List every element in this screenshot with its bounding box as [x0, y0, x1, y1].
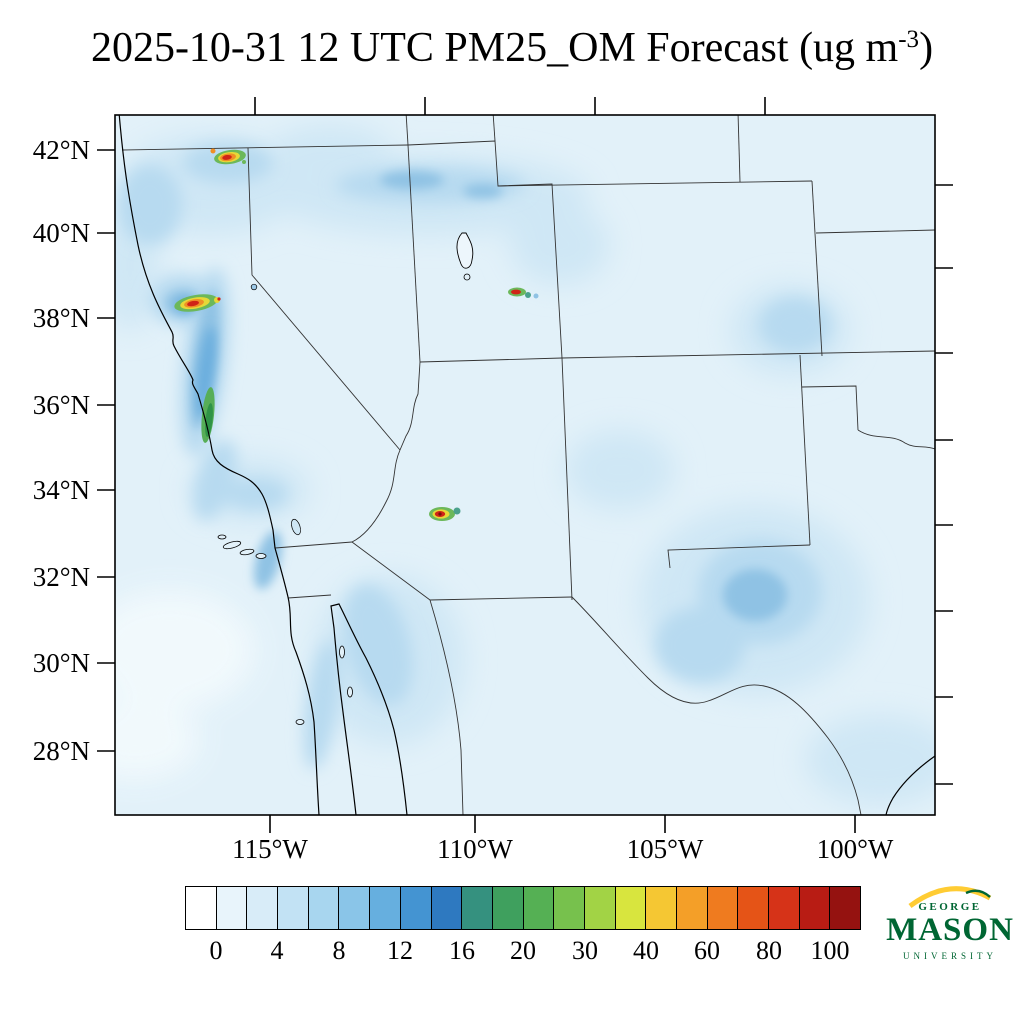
islands [217, 534, 353, 725]
colorbar-cell [554, 887, 585, 929]
colorbar-cell [308, 887, 340, 929]
colorbar-cell [247, 887, 279, 929]
great-salt-lake [456, 232, 474, 269]
gmu-logo: GEORGE MASON UNIVERSITY [884, 886, 1016, 961]
lat-label: 28°N [33, 736, 90, 766]
lat-label: 30°N [33, 648, 90, 678]
lat-label: 38°N [33, 303, 90, 333]
lon-label: 115°W [232, 834, 308, 864]
logo-swoosh-icon [908, 886, 992, 908]
lon-label: 110°W [437, 834, 513, 864]
map-frame [114, 114, 936, 816]
lat-label: 36°N [33, 390, 90, 420]
colorbar-tick-label: 40 [633, 936, 659, 965]
title-text: 2025-10-31 12 UTC PM25_OM Forecast (ug m [90, 25, 899, 71]
axis-ticks [97, 97, 953, 833]
axis-labels: 42°N 40°N 38°N 36°N 34°N 32°N 30°N 28°N … [33, 135, 894, 864]
salton-sea [291, 518, 301, 536]
colorbar-tick-label: 80 [756, 936, 782, 965]
coastline [118, 115, 935, 815]
colorbar-tick-label: 0 [209, 936, 223, 965]
colorbar-cell [738, 887, 770, 929]
clean-air-ocean-patches [115, 590, 255, 780]
colorbar-cell [278, 887, 309, 929]
pm25-hotspot-utah [508, 287, 539, 299]
pm25-hotspot-oregon-border [210, 148, 246, 165]
logo-mason-text: MASON [886, 912, 1014, 948]
map-field [115, 115, 935, 815]
colorbar-cell [339, 887, 371, 929]
colorbar-cell [615, 887, 647, 929]
utah-lake [463, 273, 471, 281]
sierra-green-streak [201, 387, 215, 443]
lat-label: 32°N [33, 562, 90, 592]
colorbar-cell [677, 887, 708, 929]
colorbar-cell [370, 887, 401, 929]
colorbar-tick-label: 60 [694, 936, 720, 965]
figure-title: 2025-10-31 12 UTC PM25_OM Forecast (ug m… [0, 24, 1024, 72]
title-superscript: -3 [898, 26, 920, 53]
texas-gulf-coastline [885, 755, 935, 815]
lakes [250, 232, 474, 536]
colorbar-tick-label: 100 [810, 936, 850, 965]
colorbar-cell [400, 887, 432, 929]
pm25-hotspot-arizona [429, 507, 461, 521]
logo-university-text: UNIVERSITY [903, 950, 997, 961]
colorbar-labels: 0 4 8 12 16 20 30 40 60 80 100 [185, 936, 861, 970]
lat-label: 34°N [33, 475, 90, 505]
colorbar-cells [185, 886, 861, 930]
colorbar-tick-label: 30 [572, 936, 598, 965]
lat-label: 42°N [33, 135, 90, 165]
colorbar-cell [492, 887, 524, 929]
colorbar-tick-label: 20 [510, 936, 536, 965]
colorbar-tick-label: 16 [449, 936, 475, 965]
colorbar-cell [799, 887, 831, 929]
colorbar-cell [462, 887, 493, 929]
lon-label: 105°W [627, 834, 704, 864]
colorbar-cell [707, 887, 739, 929]
lake-tahoe [250, 283, 258, 291]
gulf-of-california-coastline [330, 603, 408, 815]
pacific-coastline [118, 115, 320, 815]
colorbar-tick-label: 8 [332, 936, 346, 965]
lon-label: 100°W [817, 834, 894, 864]
state-borders [121, 115, 935, 815]
logo-george-text: GEORGE [918, 901, 982, 913]
colorbar-cell [830, 887, 861, 929]
colorbar-cell [769, 887, 800, 929]
colorbar-tick-label: 4 [270, 936, 284, 965]
colorbar-cell [186, 887, 217, 929]
colorbar-cell [584, 887, 616, 929]
lat-label: 40°N [33, 218, 90, 248]
colorbar-cell [523, 887, 555, 929]
colorbar-cell [431, 887, 463, 929]
pm25-hotspot-norcal-coast [174, 294, 221, 312]
title-close: ) [919, 25, 934, 71]
colorbar-cell [646, 887, 677, 929]
colorbar-cell [216, 887, 248, 929]
colorbar-tick-label: 12 [387, 936, 413, 965]
